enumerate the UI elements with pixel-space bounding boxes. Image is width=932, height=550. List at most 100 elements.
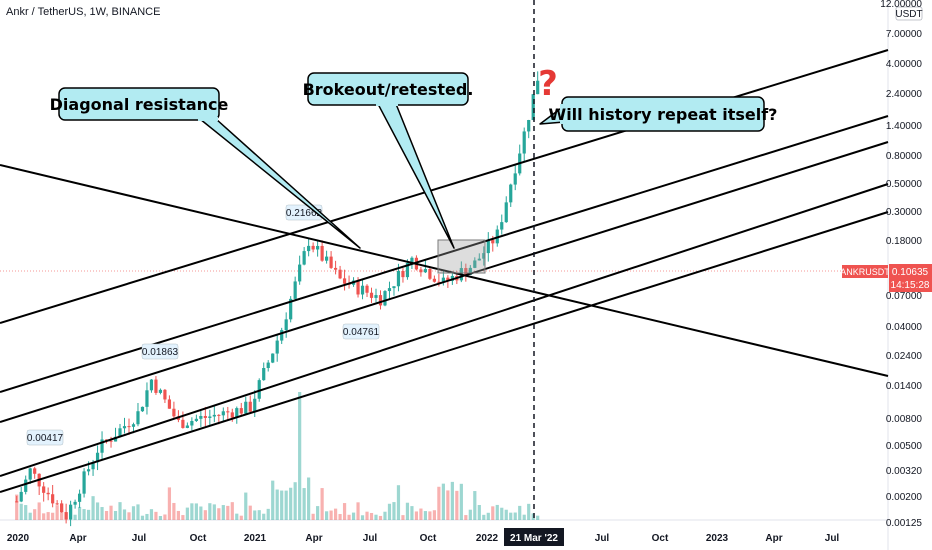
- candle-body: [167, 399, 172, 409]
- x-tick-label: Apr: [765, 533, 782, 544]
- candle-body: [482, 253, 486, 259]
- volume-bar: [185, 507, 189, 520]
- volume-bar: [46, 512, 50, 520]
- y-axis-ticks: 12.00000 7.00000 4.00000 2.40000 1.40000 0.80…: [880, 0, 922, 529]
- volume-bar: [504, 509, 508, 520]
- volume-bar: [190, 503, 194, 520]
- candle-body: [387, 288, 392, 292]
- candle-body: [46, 492, 50, 495]
- volume-bar: [311, 513, 315, 520]
- volume-bar: [172, 502, 176, 520]
- x-tick-label: Oct: [420, 533, 437, 544]
- candle-body: [221, 411, 225, 416]
- volume-bar: [82, 509, 86, 520]
- volume-bar: [351, 512, 356, 520]
- candle-body: [51, 494, 55, 504]
- volume-bar: [441, 483, 445, 520]
- volume-bar: [522, 514, 526, 520]
- volume-bar: [235, 513, 239, 520]
- candle-body: [95, 452, 100, 463]
- volume-bar: [387, 503, 392, 520]
- svg-text:ANKRUSDT: ANKRUSDT: [840, 267, 890, 277]
- candle-body: [325, 256, 329, 261]
- volume-bar: [495, 504, 499, 520]
- volume-bar: [320, 488, 324, 520]
- candle-body: [441, 277, 445, 283]
- volume-bar: [342, 503, 347, 520]
- candle-body: [365, 285, 369, 293]
- volume-bar: [432, 510, 436, 520]
- volume-bar: [271, 480, 275, 520]
- x-tick-label: Jul: [363, 533, 378, 544]
- candle-body: [190, 420, 194, 426]
- candle-body: [500, 222, 504, 230]
- candle-body: [69, 504, 73, 520]
- candle-body: [531, 94, 535, 121]
- volume-bar: [221, 505, 225, 520]
- x-tick-label: Jul: [595, 533, 610, 544]
- breakout-box: [437, 239, 486, 274]
- callout-history[interactable]: Will history repeat itself?: [539, 96, 778, 132]
- volume-bar: [262, 513, 266, 520]
- volume-bar: [531, 513, 535, 520]
- volume-bar: [536, 515, 540, 520]
- volume-bar: [136, 504, 140, 520]
- candle-body: [199, 416, 203, 419]
- point-label-4: 0.04761: [342, 323, 380, 340]
- candle-body: [473, 260, 477, 268]
- volume-bar: [104, 510, 109, 520]
- volume-bar: [118, 502, 122, 520]
- callout-diagonal-resistance[interactable]: Diagonal resistance: [50, 87, 361, 249]
- candle-body: [369, 292, 374, 298]
- candle-body: [356, 280, 360, 295]
- candle-body: [15, 501, 19, 503]
- volume-bar: [145, 513, 149, 520]
- volume-bar: [95, 502, 100, 520]
- x-tick-label: Oct: [190, 533, 207, 544]
- channel-line-5: [0, 211, 889, 493]
- candle-body: [226, 411, 230, 413]
- volume-bar: [15, 494, 19, 520]
- x-tick-label: Jul: [825, 533, 840, 544]
- volume-bar: [217, 508, 221, 520]
- candle-body: [374, 295, 378, 298]
- candle-body: [28, 468, 32, 480]
- volume-bar: [19, 503, 23, 520]
- svg-text:0.04761: 0.04761: [343, 327, 380, 338]
- volume-bar: [33, 509, 37, 520]
- candle-body: [271, 353, 275, 363]
- callout-breakout[interactable]: Brokeout/retested.: [303, 72, 474, 249]
- candle-body: [253, 398, 257, 412]
- volume-bar: [468, 509, 472, 520]
- volume-bar: [302, 488, 306, 520]
- candle-body: [163, 389, 167, 400]
- candle-body: [509, 184, 513, 203]
- candle-body: [419, 269, 423, 273]
- channel-line-1: [0, 49, 889, 324]
- candle-body: [82, 471, 86, 494]
- candle-body: [396, 271, 401, 287]
- svg-text:Will history repeat itself?: Will history repeat itself?: [549, 105, 778, 124]
- candle-body: [432, 278, 436, 282]
- candle-body: [140, 406, 145, 412]
- candle-body: [136, 411, 140, 425]
- candle-body: [360, 285, 365, 295]
- x-axis-ticks: 2020 Apr Jul Oct 2021 Apr Jul Oct 2022 21 Mar '22…: [7, 528, 840, 546]
- y-tick-label: 7.00000: [886, 29, 923, 40]
- y-tick-label: 0.02400: [886, 351, 923, 362]
- candle-body: [342, 278, 347, 284]
- y-tick-label: 1.40000: [886, 121, 923, 132]
- volume-bar: [392, 502, 396, 520]
- candle-body: [235, 408, 239, 418]
- volume-bar: [482, 514, 486, 520]
- candle-body: [149, 379, 154, 391]
- volume-bar: [73, 514, 77, 520]
- volume-bar: [239, 515, 243, 520]
- candle-body: [527, 120, 531, 132]
- candle-body: [266, 362, 270, 369]
- candle-body: [504, 202, 508, 223]
- candle-body: [100, 439, 104, 453]
- volume-bar: [280, 490, 284, 520]
- x-tick-label: 2021: [244, 533, 267, 544]
